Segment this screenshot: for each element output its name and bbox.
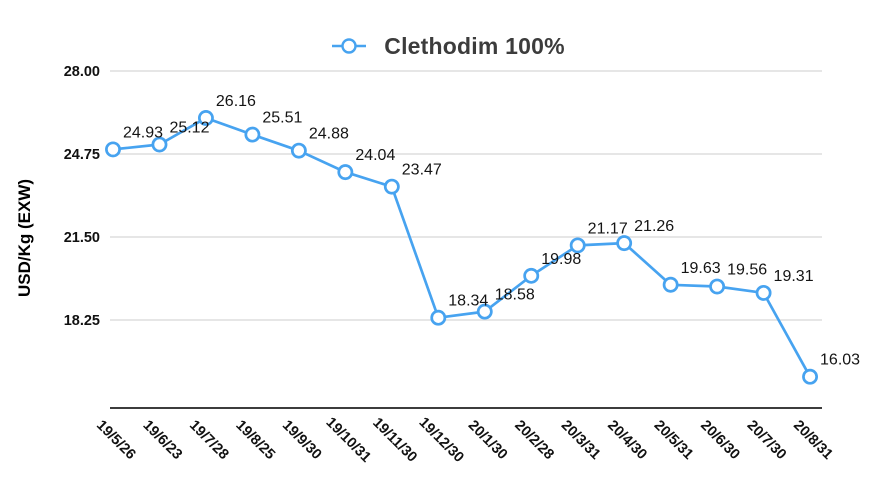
data-point-marker[interactable]: [709, 278, 726, 295]
x-axis-tick-label: 19/12/30: [416, 415, 467, 466]
x-axis-tick-label: 20/5/31: [651, 417, 697, 463]
data-point-marker[interactable]: [569, 237, 586, 254]
data-point-label: 23.47: [402, 162, 442, 179]
x-axis-tick-label: 20/4/30: [604, 417, 650, 463]
x-axis-tick-label: 20/6/30: [697, 417, 743, 463]
data-point-marker[interactable]: [151, 136, 168, 153]
data-point-marker[interactable]: [383, 178, 400, 195]
data-point-label: 19.56: [727, 262, 767, 279]
x-axis-tick-label: 19/5/26: [93, 417, 139, 463]
y-axis-tick-label: 24.75: [64, 147, 100, 163]
data-point-label: 21.26: [634, 218, 674, 235]
price-line[interactable]: [111, 116, 812, 379]
data-point-marker[interactable]: [105, 141, 121, 158]
x-axis-tick-label: 19/9/30: [279, 417, 325, 463]
x-axis-tick-label: 20/1/30: [465, 417, 511, 463]
data-point-marker[interactable]: [662, 276, 679, 293]
x-axis-tick-label: 20/8/31: [790, 417, 836, 463]
y-axis-tick-label: 28.00: [64, 64, 100, 80]
chart-legend[interactable]: Clethodim 100%: [0, 26, 896, 66]
data-point-marker[interactable]: [523, 267, 540, 284]
data-point-label: 19.31: [774, 268, 814, 285]
data-point-label: 25.51: [262, 110, 302, 127]
data-point-label: 24.88: [309, 126, 349, 143]
x-axis-tick-label: 20/7/30: [744, 417, 790, 463]
x-axis-tick-labels: 19/5/26 19/6/23 19/7/28 19/8/25 19/9/3019/10…: [93, 415, 836, 466]
data-point-label: 26.16: [216, 93, 256, 110]
data-point-label: 19.63: [681, 260, 721, 277]
x-axis-tick-label: 19/10/31: [323, 415, 374, 466]
x-axis-tick-label: 19/7/28: [186, 417, 232, 463]
x-axis-tick-label: 19/11/30: [369, 415, 420, 466]
data-point-marker[interactable]: [802, 368, 819, 385]
y-axis-title: USD/Kg (EXW): [15, 179, 34, 297]
data-point-marker[interactable]: [616, 235, 633, 252]
x-axis-tick-label: 20/2/28: [511, 417, 557, 463]
data-point-marker[interactable]: [290, 142, 307, 159]
data-point-marker[interactable]: [244, 126, 261, 143]
data-point-label: 16.03: [820, 352, 860, 369]
data-point-label: 25.12: [169, 120, 209, 137]
series-line-group: [105, 110, 819, 385]
data-point-marker[interactable]: [337, 164, 354, 181]
data-point-label: 24.04: [355, 147, 395, 164]
data-point-label: 19.98: [541, 251, 581, 268]
data-point-labels: 24.93 25.12 26.16 25.51 24.88 24.04 23.47 18.34…: [123, 93, 860, 369]
y-axis-tick-labels: 28.00 24.75 21.50 18.25: [64, 64, 100, 329]
x-axis-tick-label: 19/6/23: [140, 417, 186, 463]
data-point-marker[interactable]: [755, 284, 772, 301]
y-axis-tick-label: 21.50: [64, 230, 100, 246]
x-axis-tick-label: 20/3/31: [558, 417, 604, 463]
data-point-marker[interactable]: [430, 309, 447, 326]
data-point-label: 18.58: [495, 287, 535, 304]
legend-label: Clethodim 100%: [384, 32, 565, 59]
data-point-marker[interactable]: [197, 110, 214, 126]
line-series-legend-icon: [332, 38, 367, 54]
data-point-marker[interactable]: [476, 303, 493, 320]
y-axis-tick-label: 18.25: [64, 313, 100, 329]
data-point-label: 18.34: [448, 293, 488, 310]
data-point-label: 24.93: [123, 124, 163, 141]
x-axis-tick-label: 19/8/25: [232, 417, 278, 463]
gridlines: [110, 70, 822, 321]
data-point-label: 21.17: [588, 220, 628, 237]
